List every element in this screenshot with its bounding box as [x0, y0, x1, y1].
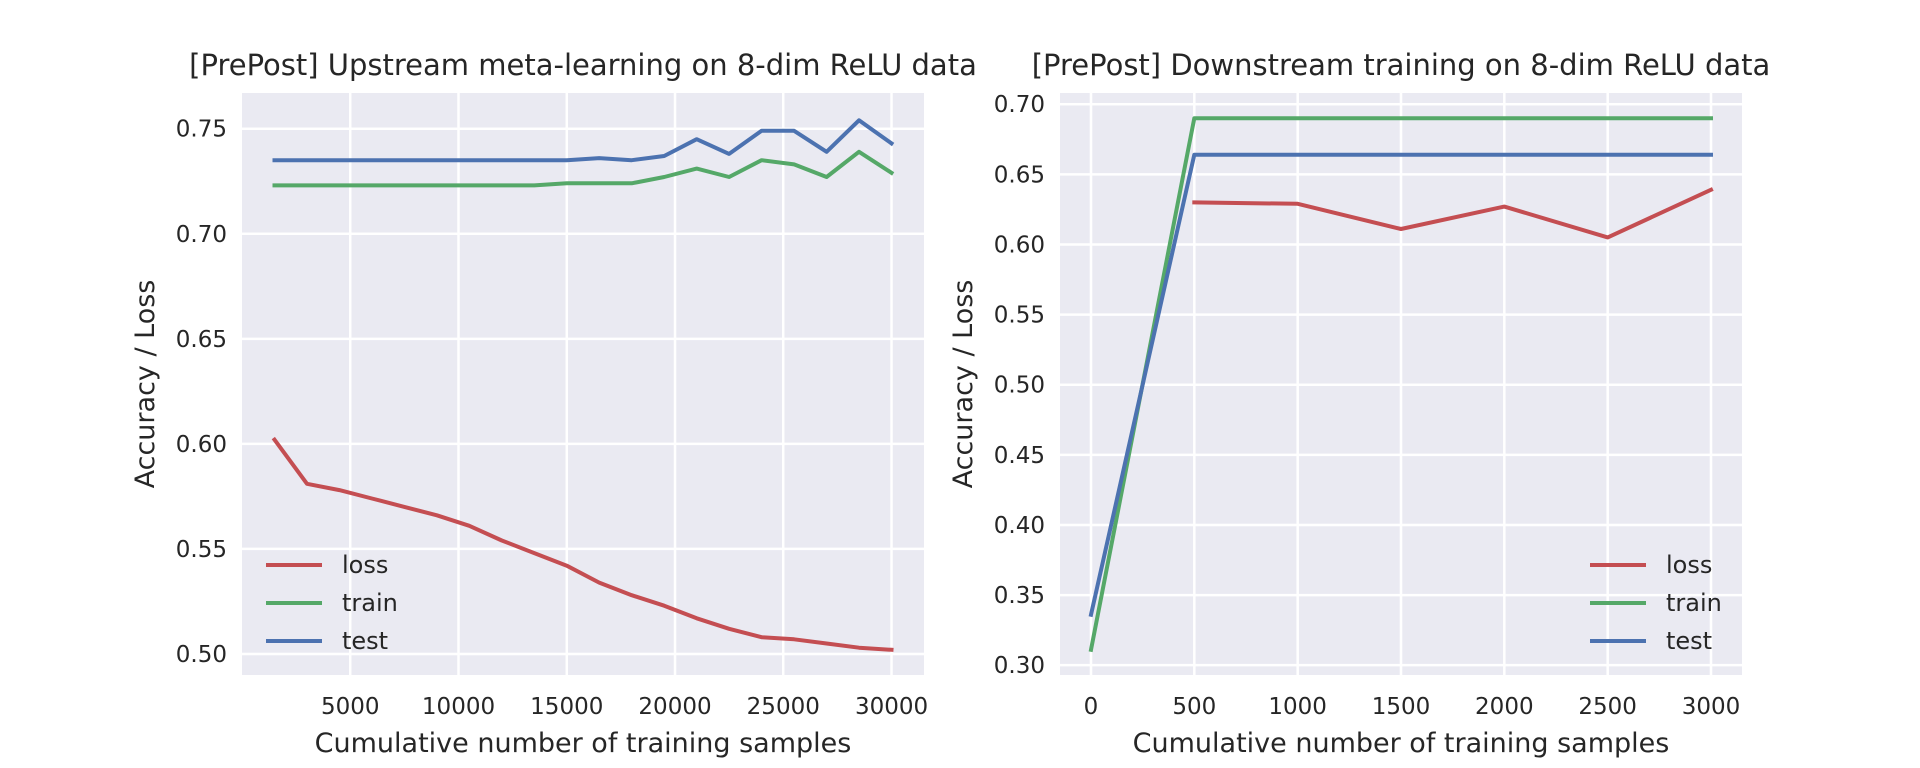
downstream-chart-panel: 0 500 1000 1500 2000 2500 3000 0.30 0.35 0.40 0.4… [948, 48, 1770, 759]
upstream-x-axis-label: Cumulative number of training samples [315, 728, 852, 759]
downstream-series-train-line [1088, 116, 1713, 653]
upstream-y-tick-label: 0.75 [176, 117, 227, 143]
downstream-y-tick-labels: 0.30 0.35 0.40 0.45 0.50 0.55 0.60 0.65 0.70 [994, 92, 1045, 679]
upstream-chart-panel: 5000 10000 15000 20000 25000 30000 0.500.550.… [130, 48, 977, 759]
legend-label-train: train [342, 589, 398, 617]
upstream-series-loss-line [271, 436, 894, 652]
downstream-series-test-line [1088, 152, 1713, 618]
upstream-y-tick-label: 0.50 [176, 642, 227, 668]
upstream-y-axis-label: Accuracy / Loss [130, 280, 161, 489]
downstream-y-tick-label: 0.35 [994, 583, 1045, 609]
downstream-x-tick-label: 500 [1172, 694, 1216, 720]
legend-label-loss: loss [342, 551, 388, 579]
downstream-chart-title: [PrePost] Downstream training on 8-dim R… [1032, 48, 1771, 82]
downstream-x-tick-label: 0 [1084, 694, 1099, 720]
downstream-x-tick-label: 1500 [1372, 694, 1431, 720]
downstream-y-tick-label: 0.70 [994, 92, 1045, 118]
upstream-y-tick-label: 0.65 [176, 327, 227, 353]
upstream-y-tick-label: 0.70 [176, 222, 227, 248]
downstream-x-tick-labels: 0 500 1000 1500 2000 2500 3000 [1084, 694, 1741, 720]
upstream-x-tick-label: 15000 [530, 694, 603, 720]
downstream-y-tick-label: 0.40 [994, 513, 1045, 539]
downstream-gridlines [1060, 93, 1742, 675]
downstream-x-tick-label: 2500 [1578, 694, 1637, 720]
upstream-y-tick-labels: 0.50 0.55 0.60 0.65 0.70 0.75 [176, 117, 227, 668]
downstream-y-tick-label: 0.60 [994, 232, 1045, 258]
upstream-plot-area [242, 93, 924, 675]
upstream-gridlines [242, 93, 924, 675]
downstream-series-loss-line [1192, 187, 1714, 240]
downstream-y-axis-label: Accuracy / Loss [948, 280, 979, 489]
downstream-y-tick-label: 0.65 [994, 162, 1045, 188]
upstream-legend: loss train test [266, 551, 398, 655]
upstream-chart-title: [PrePost] Upstream meta-learning on 8-di… [189, 48, 977, 82]
downstream-x-tick-label: 2000 [1475, 694, 1534, 720]
legend-label-loss: loss [1666, 551, 1712, 579]
upstream-y-tick-label: 0.60 [176, 432, 227, 458]
downstream-y-tick-label: 0.30 [994, 653, 1045, 679]
upstream-x-tick-label: 10000 [422, 694, 495, 720]
legend-label-test: test [342, 627, 388, 655]
downstream-x-axis-label: Cumulative number of training samples [1133, 728, 1670, 759]
downstream-x-tick-label: 1000 [1268, 694, 1327, 720]
downstream-y-tick-label: 0.45 [994, 443, 1045, 469]
upstream-x-tick-labels: 5000 10000 15000 20000 25000 30000 [321, 694, 928, 720]
legend-label-test: test [1666, 627, 1712, 655]
downstream-series-group [1088, 116, 1714, 653]
upstream-series-group [271, 118, 895, 652]
downstream-y-tick-label: 0.50 [994, 373, 1045, 399]
upstream-series-train-line [272, 149, 895, 188]
downstream-x-tick-label: 3000 [1682, 694, 1741, 720]
upstream-x-tick-label: 30000 [855, 694, 928, 720]
upstream-x-tick-label: 5000 [321, 694, 380, 720]
upstream-x-tick-label: 20000 [638, 694, 711, 720]
legend-label-train: train [1666, 589, 1722, 617]
upstream-y-tick-label: 0.55 [176, 537, 227, 563]
upstream-x-tick-label: 25000 [747, 694, 820, 720]
downstream-legend: loss train test [1590, 551, 1722, 655]
downstream-y-tick-label: 0.55 [994, 303, 1045, 329]
upstream-series-test-line [272, 118, 895, 163]
